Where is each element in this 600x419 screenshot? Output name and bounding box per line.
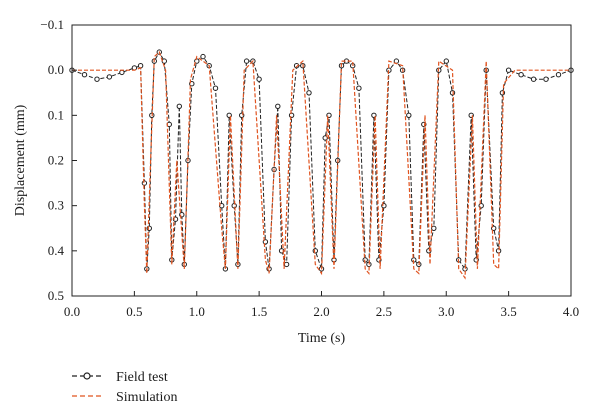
x-axis-label: Time (s) xyxy=(298,331,346,346)
x-tick-label: 4.0 xyxy=(563,304,579,319)
field-test-data-point xyxy=(275,103,281,110)
x-tick-label: 3.0 xyxy=(438,304,454,319)
field-test-data-point xyxy=(94,76,100,82)
field-test-data-point xyxy=(243,58,250,64)
x-tick-label: 0.5 xyxy=(126,304,142,319)
legend-label-simulation: Simulation xyxy=(116,390,177,405)
y-tick-label: −0.1 xyxy=(40,17,64,32)
field-test-data-point xyxy=(212,85,219,91)
x-axis: 0.0 0.5 1.0 1.5 2.0 2.5 3.0 3.5 4.0 xyxy=(64,291,579,319)
y-tick-label: 0.1 xyxy=(48,107,64,122)
field-test-data-point xyxy=(505,67,512,73)
field-test-data-point xyxy=(443,58,449,64)
legend-item-simulation: Simulation xyxy=(72,390,177,405)
field-test-data-point xyxy=(81,72,88,78)
field-test-data-point xyxy=(106,74,113,80)
field-test-data-point xyxy=(131,65,138,71)
field-test-data-point xyxy=(200,53,206,60)
field-test-data-point xyxy=(141,180,148,186)
x-tick-label: 0.0 xyxy=(64,304,80,319)
field-test-data-point xyxy=(543,76,549,82)
y-tick-label: 0.3 xyxy=(48,198,64,213)
y-tick-label: 0.5 xyxy=(48,288,64,303)
legend-label-field-test: Field test xyxy=(116,370,168,385)
plot-area xyxy=(69,49,574,280)
legend-item-field-test: Field test xyxy=(72,370,168,385)
x-tick-label: 1.5 xyxy=(251,304,267,319)
field-test-data-point xyxy=(518,72,524,78)
field-test-data-point xyxy=(356,85,362,91)
y-tick-label: 0.2 xyxy=(48,153,64,168)
simulation-series-line xyxy=(72,51,571,280)
field-test-data-point xyxy=(288,112,295,119)
x-tick-label: 2.0 xyxy=(313,304,329,319)
y-tick-label: 0.0 xyxy=(48,62,64,77)
field-test-data-point xyxy=(293,62,300,69)
field-test-data-point xyxy=(256,76,262,82)
field-test-data-point xyxy=(530,76,537,82)
field-test-data-point xyxy=(283,261,290,268)
field-test-legend-marker xyxy=(83,372,91,380)
field-test-data-point xyxy=(176,103,183,110)
field-test-data-point xyxy=(555,72,562,78)
field-test-data-point xyxy=(306,90,312,96)
y-tick-label: 0.4 xyxy=(48,243,65,258)
field-test-series-line xyxy=(71,51,572,271)
field-test-data-point xyxy=(449,90,456,96)
field-test-data-point xyxy=(119,69,125,76)
y-axis: −0.1 0.0 0.1 0.2 0.3 0.4 0.5 xyxy=(40,17,77,303)
field-test-data-point xyxy=(431,225,437,232)
field-test-data-point xyxy=(137,62,144,69)
x-tick-label: 3.5 xyxy=(501,304,517,319)
legend: Field test Simulation xyxy=(72,370,177,405)
x-tick-label: 1.0 xyxy=(189,304,205,319)
field-test-data-point xyxy=(312,248,318,254)
x-tick-label: 2.5 xyxy=(376,304,392,319)
y-axis-label: Displacement (mm) xyxy=(13,104,28,216)
field-test-data-point xyxy=(406,112,412,119)
